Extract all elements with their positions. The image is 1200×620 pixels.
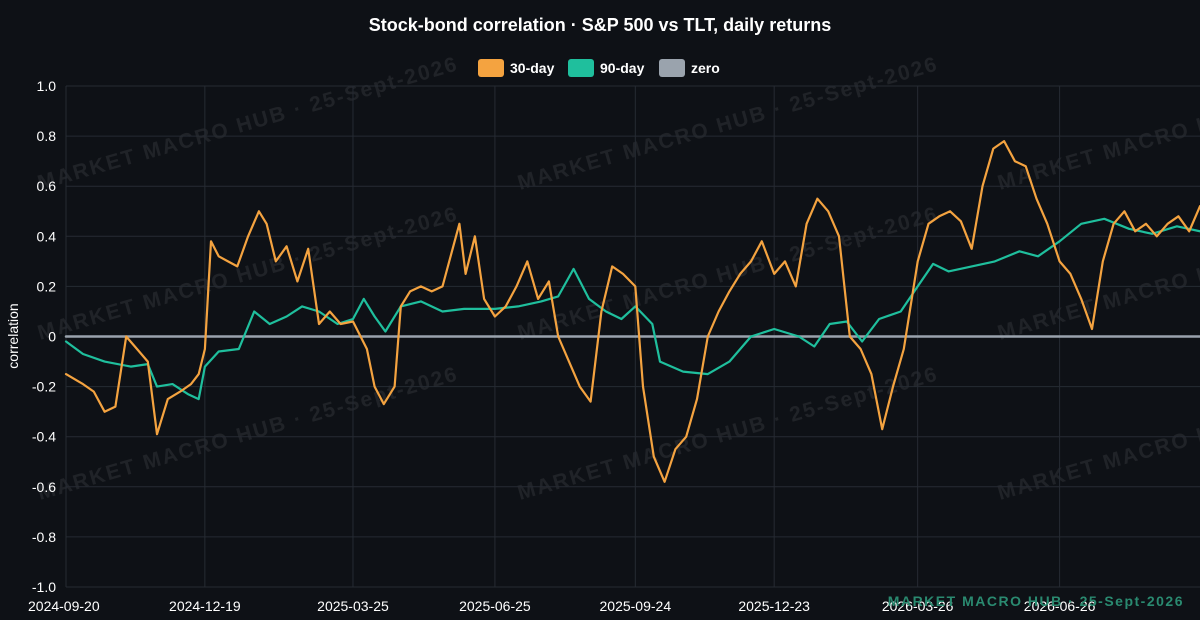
y-tick-label: -0.6 bbox=[32, 479, 56, 495]
legend-label: 30-day bbox=[510, 60, 555, 76]
x-tick-label: 2025-12-23 bbox=[738, 598, 810, 614]
series-line-30-day bbox=[64, 140, 1200, 483]
y-tick-label: -1.0 bbox=[32, 579, 56, 595]
series-lines bbox=[64, 140, 1200, 483]
y-tick-label: -0.8 bbox=[32, 529, 56, 545]
legend-swatch bbox=[659, 59, 685, 77]
y-tick-label: 0 bbox=[48, 329, 56, 345]
chart-title: Stock-bond correlation · S&P 500 vs TLT,… bbox=[369, 15, 831, 35]
x-tick-label: 2024-12-19 bbox=[169, 598, 241, 614]
x-tick-label: 2024-09-20 bbox=[28, 598, 100, 614]
y-axis-ticks: 1.0 0.8 0.6 0.4 0.2 0 -0.2 -0.4 -0.6 -0.8 -1.0 bbox=[32, 78, 56, 595]
x-axis-ticks: 2024-09-20 2024-12-19 2025-03-25 2025-06-25… bbox=[28, 598, 1096, 614]
x-tick-label: 2026-03-26 bbox=[882, 598, 954, 614]
y-tick-label: 0.6 bbox=[37, 178, 57, 194]
y-tick-label: -0.2 bbox=[32, 379, 56, 395]
legend-label: zero bbox=[691, 60, 720, 76]
x-tick-label: 2026-06-26 bbox=[1024, 598, 1096, 614]
legend-item-90-day[interactable]: 90-day bbox=[568, 59, 645, 77]
x-tick-label: 2025-09-24 bbox=[600, 598, 672, 614]
y-tick-label: 0.8 bbox=[37, 128, 57, 144]
y-axis-label: correlation bbox=[5, 303, 21, 368]
y-tick-label: 1.0 bbox=[37, 78, 57, 94]
x-tick-label: 2025-06-25 bbox=[459, 598, 531, 614]
legend-label: 90-day bbox=[600, 60, 645, 76]
series-line-90-day bbox=[64, 217, 1200, 401]
y-tick-label: 0.4 bbox=[37, 228, 57, 244]
legend[interactable]: 30-day 90-day zero bbox=[478, 59, 720, 77]
legend-item-30-day[interactable]: 30-day bbox=[478, 59, 555, 77]
legend-swatch bbox=[568, 59, 594, 77]
corner-watermark: MARKET MACRO HUB · 25-Sept-2026 bbox=[888, 593, 1184, 609]
y-tick-label: 0.2 bbox=[37, 278, 57, 294]
legend-item-zero[interactable]: zero bbox=[659, 59, 720, 77]
y-tick-label: -0.4 bbox=[32, 429, 56, 445]
x-tick-label: 2025-03-25 bbox=[317, 598, 389, 614]
legend-swatch bbox=[478, 59, 504, 77]
